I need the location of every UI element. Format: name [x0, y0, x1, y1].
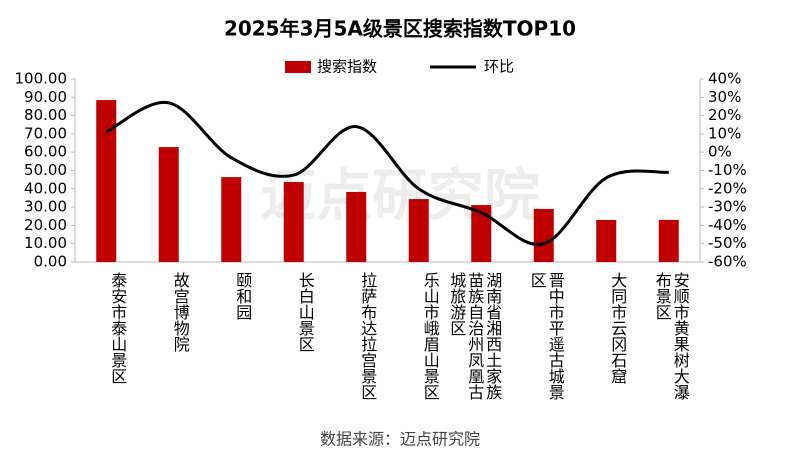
y-tick-label: 90.00: [24, 88, 67, 106]
bar: [408, 199, 429, 262]
y-tick-label: 70.00: [24, 124, 67, 142]
x-tick-label: 拉萨布达拉宫景区: [358, 272, 378, 400]
y2-tick-label: 30%: [708, 88, 741, 106]
x-tick-label: 颐和园: [233, 272, 253, 320]
y2-tick-label: 20%: [708, 106, 741, 124]
x-tick-label: 泰安市泰山景区: [108, 272, 128, 384]
chart-title: 2025年3月5A级景区搜索指数TOP10: [224, 17, 576, 41]
y2-tick-label: -10%: [708, 161, 747, 179]
y-tick-label: 0.00: [34, 253, 67, 271]
y-tick-label: 80.00: [24, 106, 67, 124]
y2-tick-label: -30%: [708, 198, 747, 216]
x-tick-label: 故宫博物院: [170, 272, 190, 352]
y2-tick-label: 0%: [708, 143, 732, 161]
y2-tick-label: 40%: [708, 70, 741, 88]
y2-tick-label: -60%: [708, 253, 747, 271]
legend-label: 环比: [484, 58, 514, 76]
bar: [158, 147, 179, 262]
x-tick-label: 晋中市平遥古城景区: [527, 272, 565, 400]
line: [105, 101, 669, 246]
bar: [596, 219, 617, 262]
bar: [283, 182, 304, 262]
y-tick-label: 10.00: [24, 234, 67, 252]
x-tick-label: 湖南省湘西土家族苗族自治州凤凰古城旅游区: [447, 272, 503, 400]
legend-label: 搜索指数: [317, 58, 377, 76]
y-tick-label: 40.00: [24, 179, 67, 197]
x-tick-label: 乐山市峨眉山景区: [420, 272, 440, 400]
y-tick-label: 20.00: [24, 216, 67, 234]
bar: [221, 177, 242, 262]
y-tick-label: 60.00: [24, 143, 67, 161]
y2-tick-label: -50%: [708, 234, 747, 252]
legend-swatch: [285, 61, 311, 73]
source: 数据来源：迈点研究院: [320, 430, 480, 449]
y-tick-label: 100.00: [15, 70, 68, 88]
x-tick-label: 安顺市黄果树大瀑布景区: [652, 272, 690, 400]
y-tick-label: 30.00: [24, 198, 67, 216]
x-tick-label: 大同市云冈石窟: [608, 272, 628, 384]
bar: [658, 219, 679, 262]
bar: [533, 208, 554, 262]
bar: [471, 205, 492, 262]
x-tick-label: 长白山景区: [295, 272, 315, 352]
y2-tick-label: -40%: [708, 216, 747, 234]
y2-tick-label: -20%: [708, 179, 747, 197]
bar: [96, 100, 117, 262]
y2-tick-label: 10%: [708, 124, 741, 142]
bar: [346, 191, 367, 262]
y-tick-label: 50.00: [24, 161, 67, 179]
